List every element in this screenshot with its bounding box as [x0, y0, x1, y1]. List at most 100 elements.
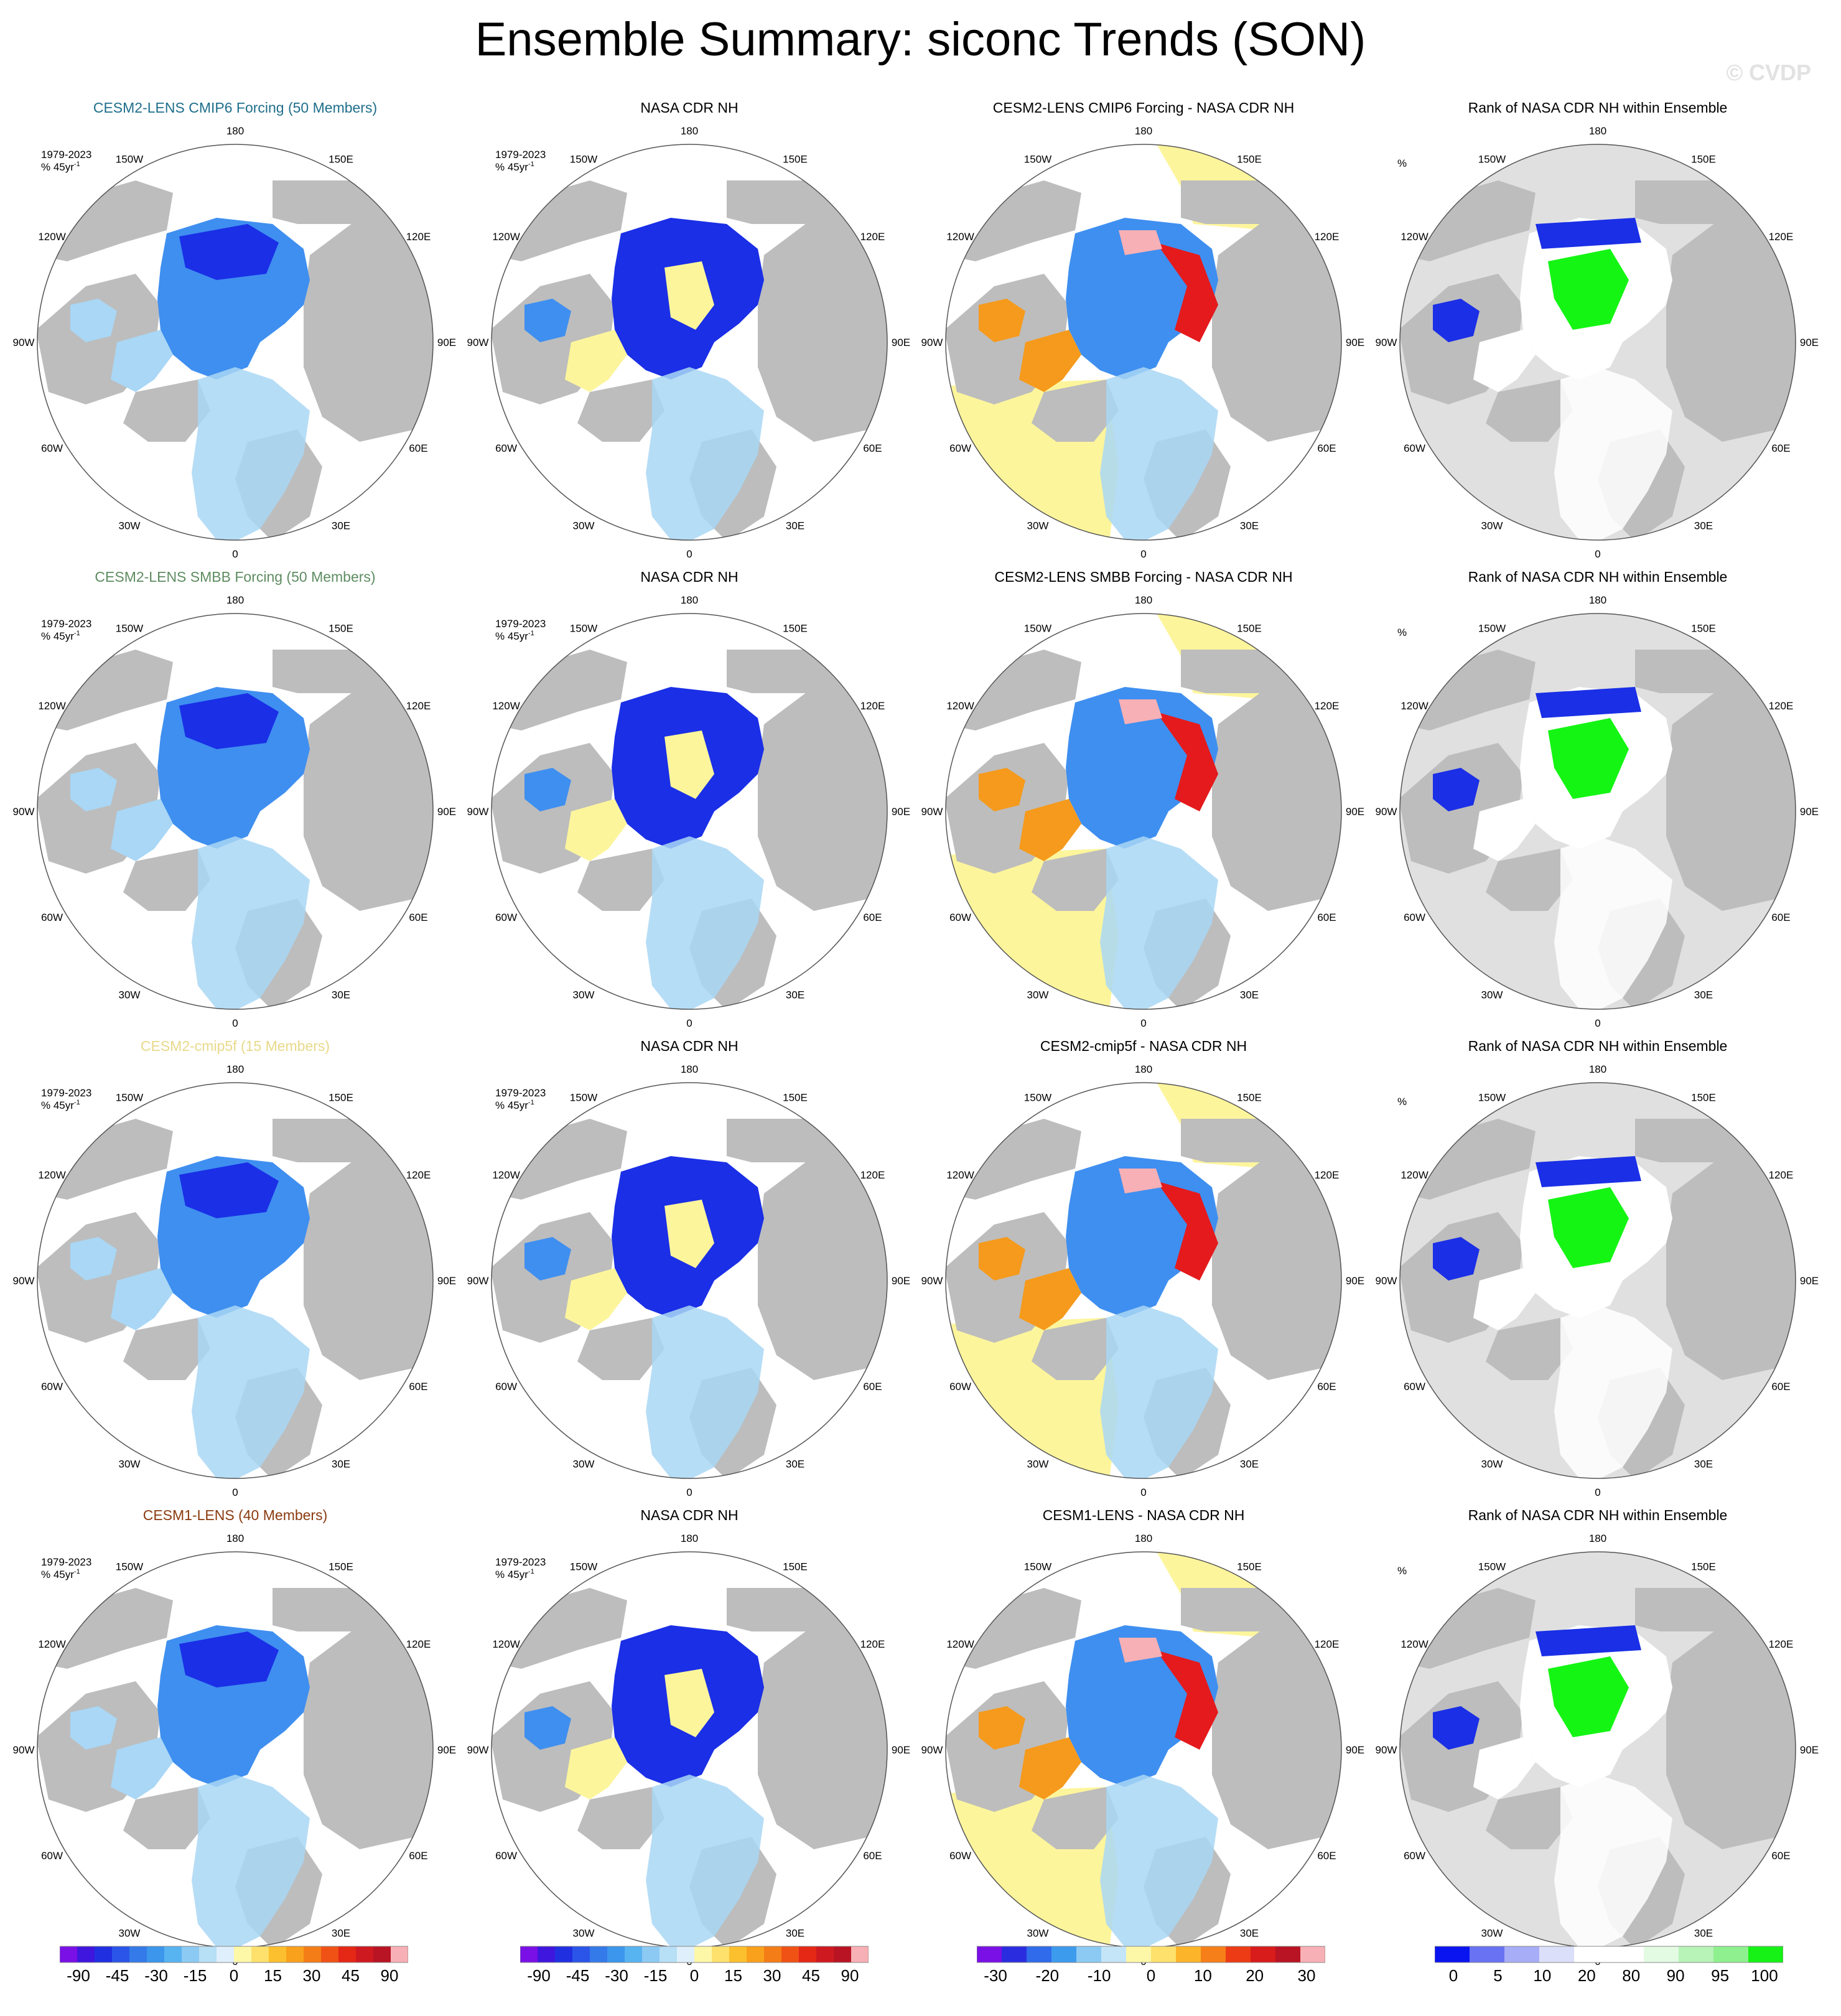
colorbar-swatch: [182, 1946, 199, 1962]
lon-label: 60W: [41, 442, 63, 454]
colorbar-label: 20: [1246, 1966, 1264, 1985]
sea-ice-baffin: [565, 1268, 627, 1330]
panel-diff-1: CESM2-LENS CMIP6 Forcing - NASA CDR NH 18…: [920, 100, 1368, 566]
sea-ice-hudson-bay: [1433, 1237, 1480, 1281]
colorbar-label: -45: [106, 1966, 129, 1985]
panel-title: CESM2-cmip5f - NASA CDR NH: [1040, 1038, 1247, 1054]
lon-label: 0: [1140, 1486, 1146, 1498]
lon-label: 90E: [1800, 1744, 1819, 1756]
lon-label: 120W: [492, 231, 520, 243]
colorbar-swatch: [781, 1946, 799, 1962]
lon-label: 120W: [1401, 1638, 1428, 1650]
lon-label: 150W: [1478, 1092, 1506, 1104]
colorbar-swatch: [95, 1946, 112, 1962]
sea-ice-core: [1548, 1656, 1629, 1737]
sea-ice-edge: [1536, 687, 1641, 718]
colorbar-swatch: [1470, 1946, 1504, 1962]
lon-label: 90E: [1346, 1744, 1364, 1756]
sea-ice-core: [179, 1162, 279, 1218]
land-greenland: [1486, 849, 1573, 911]
colorbar-label: 45: [802, 1966, 820, 1985]
land-greenland: [1032, 380, 1119, 442]
lon-label: 60E: [1317, 1381, 1336, 1393]
map-border: [37, 1082, 434, 1479]
polar-map: 180 150E 120E 90E 60E 30E 0 30W 60W 90W 120W 150W: [921, 594, 1365, 1029]
lon-label: 120E: [1769, 1169, 1794, 1181]
colorbar-swatch: [199, 1946, 217, 1962]
units-label: % 45yr-1: [495, 630, 534, 642]
lon-label: 180: [681, 594, 698, 606]
sea-ice-baffin: [1019, 330, 1081, 392]
colorbar-swatch: [1176, 1946, 1201, 1962]
panel-title: NASA CDR NH: [640, 1038, 739, 1054]
lon-label: 150W: [1478, 1561, 1506, 1573]
colorbar-swatch: [217, 1946, 234, 1962]
land-eurasia: [1212, 1156, 1341, 1380]
lon-label: 30E: [786, 1458, 804, 1470]
lon-label: 180: [1135, 594, 1152, 606]
lon-label: 150W: [116, 1561, 143, 1573]
sea-ice-hudson-bay: [524, 768, 571, 811]
panel-title: CESM2-LENS CMIP6 Forcing - NASA CDR NH: [992, 100, 1295, 116]
land-eurasia: [758, 1625, 887, 1849]
colorbar-label: 45: [342, 1966, 360, 1985]
colorbar-swatch: [286, 1946, 304, 1962]
lon-label: 90W: [13, 1275, 35, 1287]
polar-map: 180 150E 120E 90E 60E 30E 0 30W 60W 90W 120W 150W%: [1376, 594, 1819, 1029]
lon-label: 60W: [495, 1850, 517, 1862]
lon-label: 120E: [1769, 1638, 1794, 1650]
colorbar-label: 90: [381, 1966, 399, 1985]
lon-label: 30W: [1481, 1927, 1503, 1939]
lon-label: 90E: [437, 1275, 456, 1287]
sea-ice-baffin: [565, 330, 627, 392]
sea-ice-hudson-bay: [1433, 299, 1480, 342]
lon-label: 120E: [860, 1169, 885, 1181]
lon-label: 60W: [1404, 912, 1425, 923]
units-label: % 45yr-1: [495, 1099, 534, 1111]
colorbar-label: 15: [724, 1966, 742, 1985]
units-label: % 45yr-1: [495, 161, 534, 173]
colorbar-swatch: [1126, 1946, 1151, 1962]
lon-label: 30E: [786, 989, 804, 1001]
lon-label: 0: [232, 548, 238, 560]
sea-ice-edge: [1119, 230, 1162, 255]
lon-label: 60E: [1317, 442, 1336, 454]
land-greenland: [1486, 1318, 1573, 1380]
sea-ice-atlantic: [192, 1305, 310, 1478]
lon-label: 120E: [406, 1169, 431, 1181]
lon-label: 150E: [1691, 1561, 1716, 1573]
lon-label: 150W: [116, 623, 143, 635]
lon-label: 60W: [41, 1381, 63, 1393]
colorbar-swatch: [1076, 1946, 1101, 1962]
sea-ice-core: [664, 261, 714, 330]
units-label: % 45yr-1: [495, 1568, 534, 1580]
lon-label: 30E: [1240, 1927, 1259, 1939]
lon-label: 90E: [892, 1744, 910, 1756]
lon-label: 180: [1135, 1063, 1152, 1075]
lon-label: 150W: [570, 1561, 597, 1573]
lon-label: 120E: [406, 700, 431, 712]
land-greenland: [577, 1318, 664, 1380]
sea-ice-core: [1156, 1181, 1218, 1281]
lon-label: 90W: [1376, 806, 1397, 818]
map-border: [491, 1082, 888, 1479]
sea-ice-baffin: [565, 799, 627, 861]
sea-ice-baffin: [1473, 330, 1536, 392]
lon-label: 120W: [492, 700, 520, 712]
sea-ice-edge: [1536, 1156, 1641, 1187]
lon-label: 120E: [1315, 1169, 1340, 1181]
colorbar-swatch: [1679, 1946, 1713, 1962]
panel-diff-4: CESM1-LENS - NASA CDR NH 180 150E 120E 90E 60…: [920, 1507, 1368, 1974]
colorbar-swatch: [147, 1946, 164, 1962]
sea-ice-core: [179, 693, 279, 749]
colorbar-swatch: [129, 1946, 147, 1962]
lon-label: 180: [226, 1063, 244, 1075]
lon-label: 150E: [329, 623, 353, 635]
lon-label: 150E: [1237, 1092, 1262, 1104]
land-greenland: [123, 1318, 210, 1380]
colorbar-swatch: [1504, 1946, 1539, 1962]
map-border: [945, 144, 1342, 541]
colorbar-swatch: [391, 1946, 408, 1962]
panel-title: Rank of NASA CDR NH within Ensemble: [1468, 100, 1728, 116]
lon-label: 180: [226, 594, 244, 606]
